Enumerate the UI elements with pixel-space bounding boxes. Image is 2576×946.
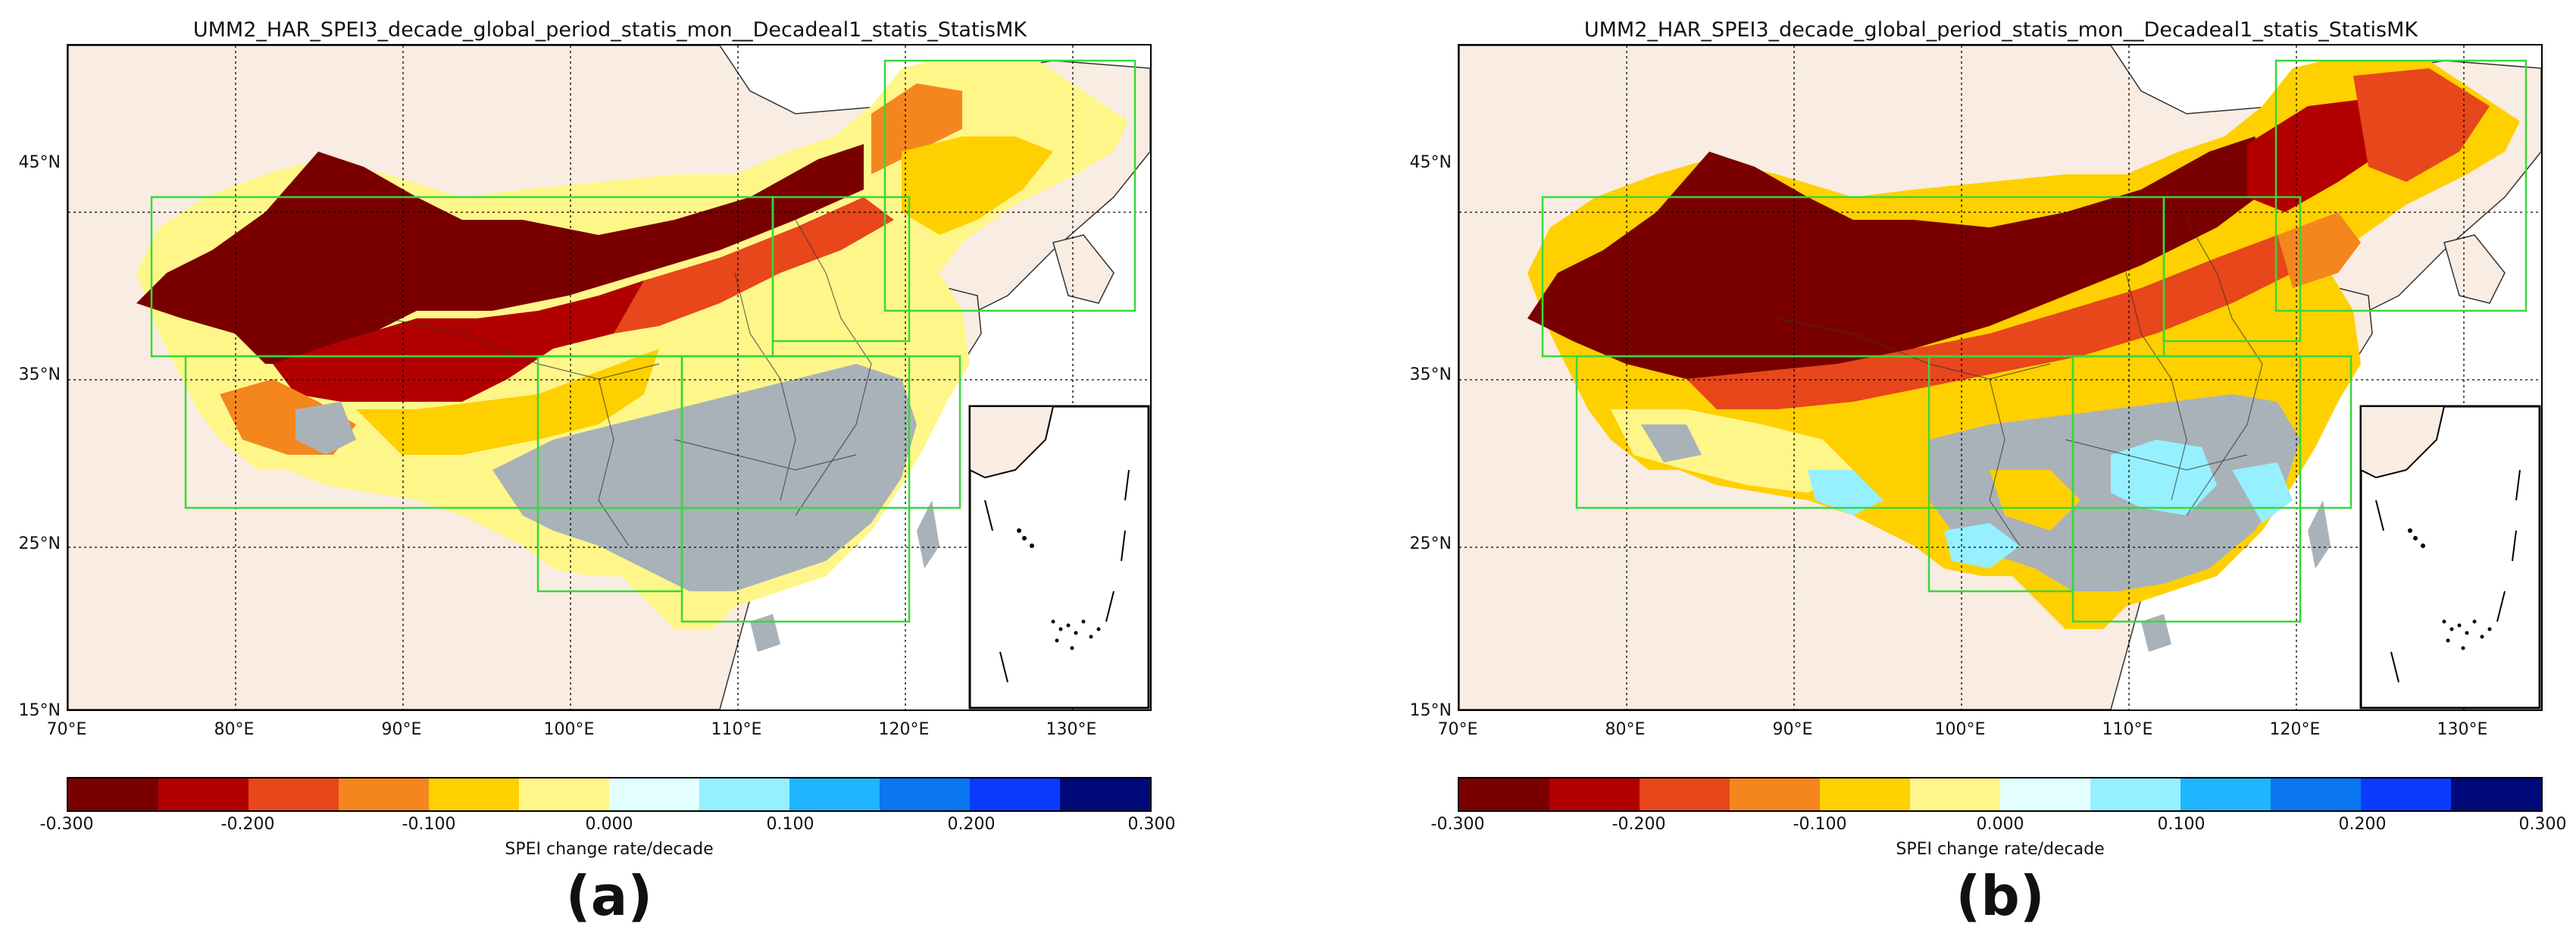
colorbar-segment (2271, 778, 2361, 810)
lon-tick: 120°E (2269, 720, 2321, 739)
lat-tick: 15°N (18, 701, 61, 720)
lon-tick: 110°E (711, 720, 762, 739)
colorbar-tick: 0.000 (585, 815, 633, 834)
colorbar-label: SPEI change rate/decade (505, 840, 714, 859)
colorbar-label: SPEI change rate/decade (1896, 840, 2105, 859)
lon-tick: 70°E (1437, 720, 1478, 739)
colorbar (1458, 777, 2543, 812)
colorbar-tick: -0.300 (39, 815, 94, 834)
colorbar-tick: 0.300 (1127, 815, 1176, 834)
china-map (1459, 45, 2541, 710)
lon-tick: 100°E (1934, 720, 1986, 739)
south-china-sea-inset (2359, 405, 2541, 710)
colorbar-segment (158, 778, 249, 810)
lat-tick: 45°N (18, 153, 61, 172)
colorbar-segment (1060, 778, 1150, 810)
colorbar-tick: -0.100 (402, 815, 456, 834)
colorbar-segment (609, 778, 699, 810)
colorbar-segment (2090, 778, 2181, 810)
colorbar-segment (2000, 778, 2090, 810)
region-boxes (1541, 59, 2528, 623)
lat-tick: 25°N (1409, 534, 1452, 553)
map-frame (1458, 44, 2543, 711)
lon-tick: 130°E (2437, 720, 2488, 739)
lat-tick: 35°N (18, 365, 61, 384)
colorbar-tick: 0.200 (947, 815, 996, 834)
lat-tick: 45°N (1409, 153, 1452, 172)
lon-tick: 120°E (878, 720, 930, 739)
map-frame (67, 44, 1152, 711)
panel-label: (b) (1955, 864, 2045, 928)
lon-tick: 110°E (2102, 720, 2153, 739)
colorbar-segment (1640, 778, 1730, 810)
colorbar-segment (2181, 778, 2271, 810)
colorbar-segment (68, 778, 158, 810)
panel-label: (a) (565, 864, 653, 928)
panel-title: UMM2_HAR_SPEI3_decade_global_period_stat… (192, 18, 1027, 42)
lon-tick: 70°E (46, 720, 87, 739)
colorbar-segment (2451, 778, 2541, 810)
china-spei-field (136, 61, 1129, 652)
colorbar-segment (789, 778, 880, 810)
panel-title: UMM2_HAR_SPEI3_decade_global_period_stat… (1583, 18, 2418, 42)
colorbar-segment (249, 778, 339, 810)
colorbar-segment (1549, 778, 1640, 810)
colorbar-tick: -0.300 (1430, 815, 1485, 834)
map-panel-b: UMM2_HAR_SPEI3_decade_global_period_stat… (1391, 0, 2576, 946)
colorbar-segment (970, 778, 1060, 810)
china-map (68, 45, 1150, 710)
colorbar-segment (2361, 778, 2451, 810)
colorbar-segment (1820, 778, 1910, 810)
colorbar-segment (880, 778, 970, 810)
colorbar-segment (1730, 778, 1820, 810)
colorbar-tick: 0.300 (2518, 815, 2567, 834)
colorbar-tick: -0.200 (220, 815, 275, 834)
lat-tick: 25°N (18, 534, 61, 553)
lon-tick: 80°E (1605, 720, 1646, 739)
map-panel-a: UMM2_HAR_SPEI3_decade_global_period_stat… (18, 18, 1176, 928)
colorbar (67, 777, 1152, 812)
region-boxes (150, 59, 1136, 623)
colorbar-segment (429, 778, 519, 810)
lon-tick: 90°E (1772, 720, 1813, 739)
lon-tick: 80°E (214, 720, 255, 739)
colorbar-segment (339, 778, 429, 810)
colorbar-tick: 0.100 (766, 815, 814, 834)
colorbar-tick: 0.000 (1976, 815, 2024, 834)
colorbar-segment (1459, 778, 1549, 810)
colorbar-tick: 0.100 (2157, 815, 2206, 834)
lon-tick: 100°E (543, 720, 595, 739)
lat-tick: 35°N (1409, 365, 1452, 384)
lon-tick: 90°E (381, 720, 422, 739)
colorbar-tick: -0.200 (1612, 815, 1666, 834)
lon-tick: 130°E (1046, 720, 1097, 739)
lat-tick: 15°N (1409, 701, 1452, 720)
colorbar-segment (699, 778, 789, 810)
colorbar-segment (1910, 778, 2000, 810)
colorbar-segment (519, 778, 609, 810)
graticule (68, 45, 1150, 710)
south-china-sea-inset (968, 405, 1150, 710)
colorbar-tick: 0.200 (2338, 815, 2387, 834)
colorbar-tick: -0.100 (1793, 815, 1847, 834)
